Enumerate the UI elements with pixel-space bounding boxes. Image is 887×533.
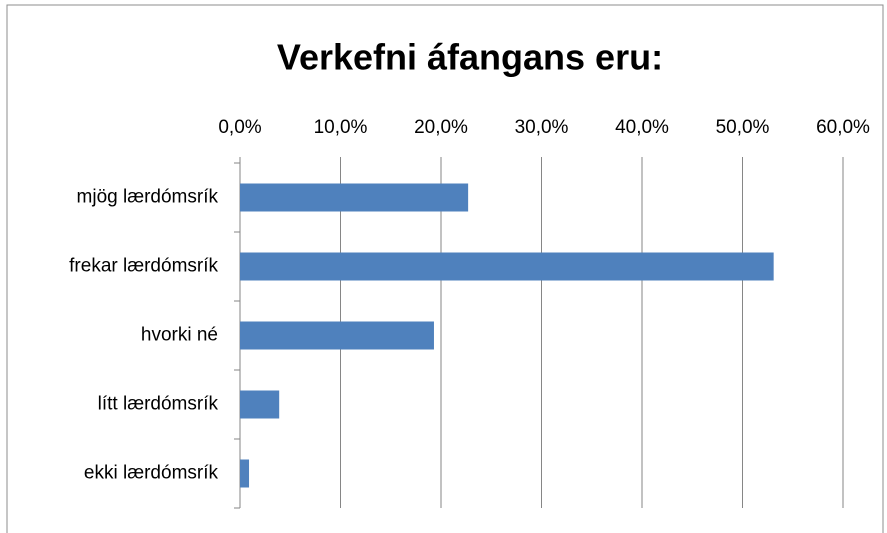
y-tick-label: frekar lærdómsrík — [69, 256, 218, 277]
x-tick-label: 60,0% — [816, 117, 870, 138]
bar — [240, 459, 250, 488]
bar — [240, 321, 434, 350]
y-tick-label: mjög lærdómsrík — [77, 187, 219, 208]
bar — [240, 390, 280, 419]
y-tick-label: hvorki né — [141, 325, 218, 346]
x-tick-label: 50,0% — [716, 117, 770, 138]
bar — [240, 183, 469, 212]
x-tick-label: 20,0% — [414, 117, 468, 138]
bar — [240, 252, 774, 281]
chart-title: Verkefni áfangans eru: — [277, 37, 663, 78]
x-tick-label: 0,0% — [218, 117, 261, 138]
y-tick-label: ekki lærdómsrík — [84, 463, 219, 484]
x-tick-label: 10,0% — [314, 117, 368, 138]
y-tick-label: lítt lærdómsrík — [98, 394, 219, 415]
x-tick-label: 30,0% — [515, 117, 569, 138]
x-tick-label: 40,0% — [615, 117, 669, 138]
